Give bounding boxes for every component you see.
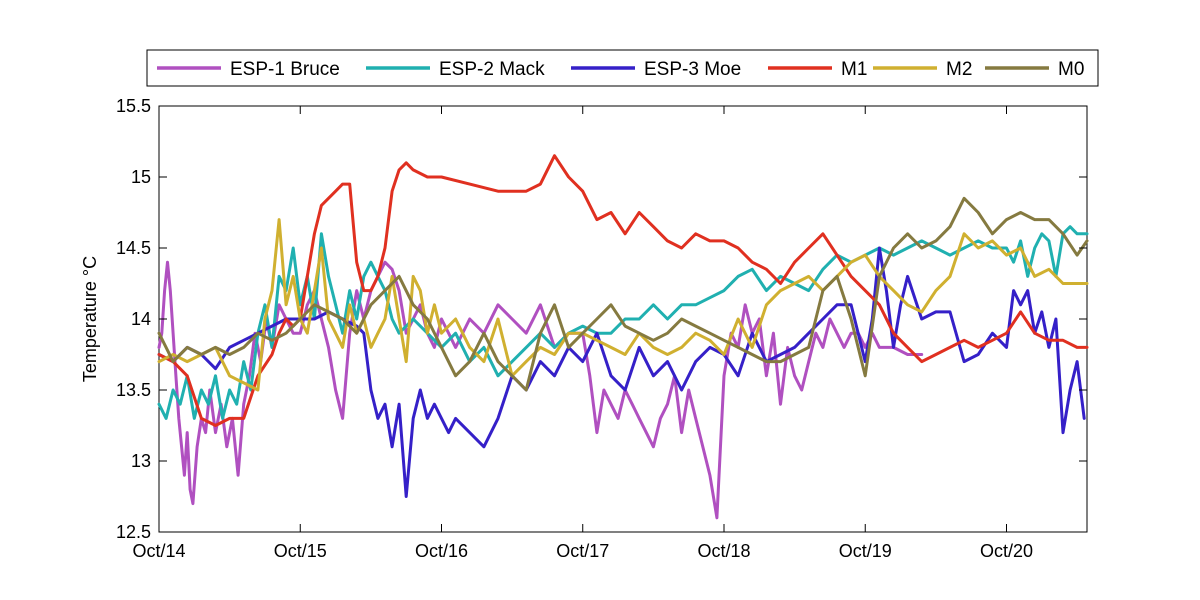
y-tick-label: 14.5 xyxy=(116,238,151,258)
legend: ESP-1 Bruce ESP-2 Mack ESP-3 Moe M1 M2 M0 xyxy=(146,49,1099,87)
x-tick-label: Oct/20 xyxy=(980,541,1033,561)
legend-label: M0 xyxy=(1058,59,1084,80)
x-tick-label: Oct/19 xyxy=(839,541,892,561)
series-line-m2 xyxy=(157,218,1089,392)
series-line-m0 xyxy=(157,196,1089,392)
legend-label: M2 xyxy=(946,59,972,80)
x-tick-label: Oct/14 xyxy=(132,541,185,561)
x-tick-label: Oct/17 xyxy=(556,541,609,561)
legend-label: ESP-2 Mack xyxy=(439,59,545,80)
x-tick-label: Oct/18 xyxy=(697,541,750,561)
y-tick-label: 13 xyxy=(131,451,151,471)
y-tick-label: 15.5 xyxy=(116,96,151,116)
legend-label: M1 xyxy=(841,59,867,80)
series-line-esp-3-moe xyxy=(157,246,1086,498)
y-axis-label: Temperature °C xyxy=(80,256,100,382)
y-tick-label: 12.5 xyxy=(116,522,151,542)
axes-layer: 12.5 13 13.5 14 14.5 15 15.5 Oct/14 Oct/15 Oct/16… xyxy=(116,96,1087,561)
x-tick-label: Oct/16 xyxy=(415,541,468,561)
y-tick-label: 14 xyxy=(131,309,151,329)
legend-label: ESP-3 Moe xyxy=(644,59,741,80)
y-tick-label: 13.5 xyxy=(116,380,151,400)
y-tick-label: 15 xyxy=(131,167,151,187)
legend-label: ESP-1 Bruce xyxy=(230,59,340,80)
series-line-m1 xyxy=(157,154,1089,427)
series-layer xyxy=(157,154,1089,520)
x-tick-label: Oct/15 xyxy=(274,541,327,561)
